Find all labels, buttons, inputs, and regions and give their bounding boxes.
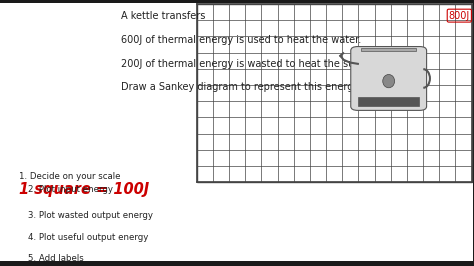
Text: 200J of thermal energy is wasted to heat the surroundings.: 200J of thermal energy is wasted to heat… [121,59,410,69]
Text: 3. Plot wasted output energy: 3. Plot wasted output energy [28,211,154,221]
FancyBboxPatch shape [351,47,427,110]
Text: 600J of thermal energy is used to heat the water.: 600J of thermal energy is used to heat t… [121,35,361,45]
Text: 2. Plot input energy: 2. Plot input energy [28,185,113,194]
Text: 1. Decide on your scale: 1. Decide on your scale [19,172,120,181]
Bar [361,48,416,51]
Bar [358,97,419,106]
Ellipse shape [383,74,394,88]
Bar [197,4,472,182]
Text: Draw a Sankey diagram to represent this energy transfer.: Draw a Sankey diagram to represent this … [121,82,403,93]
Text: 4. Plot useful output energy: 4. Plot useful output energy [28,233,149,242]
Text: 1 square = 100J: 1 square = 100J [19,182,149,197]
Text: A kettle transfers: A kettle transfers [121,11,209,21]
Text: 5. Add labels: 5. Add labels [28,254,84,263]
Text: 800J: 800J [449,11,470,21]
